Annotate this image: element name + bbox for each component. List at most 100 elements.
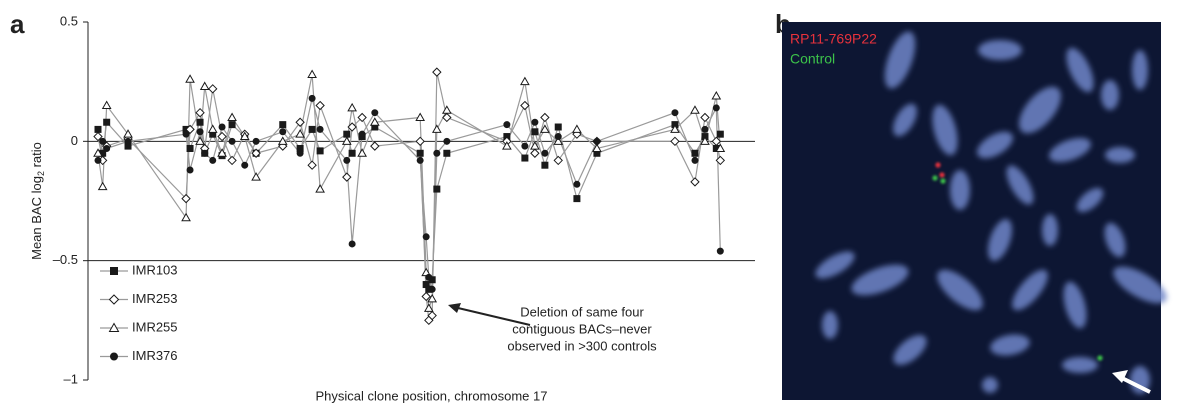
y-tick-label: 0.5 (60, 13, 78, 28)
marker-circle (531, 118, 539, 126)
marker-circle (358, 130, 366, 138)
marker-circle (691, 156, 699, 164)
marker-square (94, 125, 102, 133)
probe-signal (935, 162, 941, 168)
y-axis-label: Mean BAC log2 ratio (29, 142, 46, 260)
marker-square (308, 125, 316, 133)
marker-circle (671, 109, 679, 117)
marker-diamond (181, 193, 191, 204)
plot: 0.5 0 –0.5 –1 Mean BAC log2 ratio Physical cl… (29, 13, 755, 403)
marker-triangle (101, 100, 112, 110)
marker-diamond (427, 310, 437, 321)
marker-diamond (442, 112, 452, 123)
marker-square (343, 130, 351, 138)
marker-circle (593, 137, 601, 145)
legend-label: IMR255 (132, 319, 178, 334)
marker-circle (124, 137, 132, 145)
panel-label: a (10, 9, 25, 39)
marker-circle (541, 149, 549, 157)
marker-triangle (715, 143, 726, 152)
marker-circle (433, 149, 441, 157)
chromosomes (815, 31, 1167, 394)
legend-label: IMR103 (132, 262, 178, 277)
y-tick-label: 0 (71, 133, 78, 148)
marker-circle (241, 161, 249, 169)
marker-triangle (347, 102, 357, 112)
y-label-part: Mean BAC log (29, 176, 44, 260)
marker-triangle (369, 117, 380, 126)
marker-triangle (108, 322, 120, 332)
marker-diamond (530, 148, 540, 158)
marker-diamond (295, 117, 305, 127)
marker-circle (573, 180, 581, 188)
marker-triangle (93, 148, 103, 157)
marker-diamond (715, 155, 726, 166)
marker-circle (712, 104, 720, 112)
marker-triangle (520, 76, 530, 86)
marker-circle (371, 109, 379, 117)
y-tick-label: –1 (64, 371, 78, 386)
marker-diamond (347, 122, 357, 132)
marker-circle (416, 156, 424, 164)
marker-diamond (251, 148, 261, 158)
annotation: contiguous BACs–never (512, 321, 652, 336)
marker-triangle (441, 105, 452, 114)
probe-signal (1097, 355, 1103, 361)
marker-diamond (690, 177, 700, 187)
marker-circle (218, 123, 226, 131)
marker-diamond (700, 112, 710, 123)
marker-circle (554, 133, 562, 141)
arrow-head (1112, 370, 1128, 383)
marker-triangle (530, 141, 540, 150)
marker-square (228, 121, 236, 129)
legend-label: IMR376 (132, 348, 178, 363)
y-label-part: 2 (36, 171, 46, 176)
marker-circle (182, 130, 190, 138)
marker-circle (443, 137, 451, 145)
marker-triangle (295, 129, 305, 138)
marker-circle (348, 240, 356, 248)
marker-triangle (277, 136, 288, 145)
marker-circle (296, 149, 304, 157)
marker-triangle (227, 112, 237, 121)
probe-legend: RP11-769P22 Control (790, 31, 1103, 361)
marker-diamond (670, 136, 680, 147)
marker-square (433, 185, 441, 193)
marker-circle (252, 137, 260, 145)
marker-triangle (431, 124, 442, 133)
marker-circle (503, 121, 511, 129)
x-axis-label: Physical clone position, chromosome 17 (316, 388, 548, 403)
marker-circle (428, 285, 436, 293)
marker-diamond (553, 155, 563, 166)
marker-square (716, 130, 724, 138)
annotation-arrow-head (448, 303, 461, 313)
marker-diamond (370, 141, 380, 151)
marker-triangle (670, 124, 680, 133)
marker-circle (228, 137, 236, 145)
marker-circle (716, 247, 724, 255)
annotation: observed in >300 controls (507, 338, 657, 353)
marker-triangle (415, 112, 426, 121)
marker-triangle (239, 131, 250, 141)
arrow (1119, 375, 1151, 394)
marker-diamond (711, 136, 722, 147)
marker-triangle (195, 136, 205, 145)
marker-square (103, 118, 111, 126)
marker-square (531, 128, 539, 136)
legend-label: IMR253 (132, 291, 178, 306)
marker-triangle (357, 148, 367, 157)
marker-triangle (592, 143, 602, 152)
marker-diamond (307, 160, 317, 170)
marker-circle (99, 137, 107, 145)
marker-triangle (423, 303, 434, 312)
marker-circle (209, 156, 217, 164)
marker-diamond (315, 100, 325, 111)
annotation-arrow (457, 307, 531, 326)
marker-triangle (711, 90, 722, 100)
marker-diamond (540, 112, 550, 123)
marker-circle (110, 352, 118, 361)
marker-triangle (217, 148, 227, 157)
marker-circle (94, 156, 102, 164)
marker-square (521, 154, 529, 162)
